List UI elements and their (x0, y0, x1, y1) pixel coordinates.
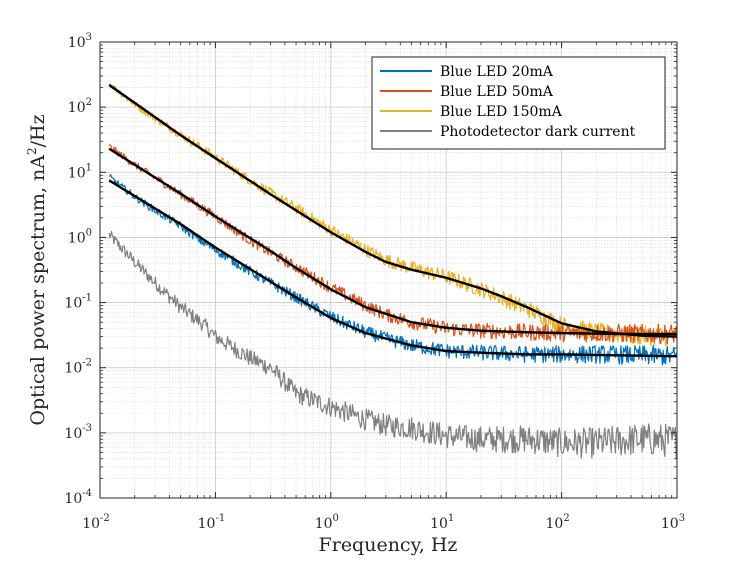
y-tick-label: 103 (68, 32, 92, 51)
y-tick-label: 10-1 (64, 293, 92, 312)
x-tick-label: 101 (430, 513, 454, 532)
y-tick-label: 10-4 (64, 488, 92, 507)
y-axis-title: Optical power spectrum, nA2/Hz (25, 114, 49, 425)
legend-label: Photodetector dark current (440, 124, 636, 140)
fit-line (108, 179, 677, 358)
series-line (108, 174, 677, 366)
legend-label: Blue LED 20mA (440, 64, 554, 80)
y-axis-title-sup: 2 (25, 147, 39, 155)
x-axis-title: Frequency, Hz (319, 534, 458, 556)
y-axis-title-main: Optical power spectrum, nA (27, 155, 49, 426)
y-tick-labels: 10-4 10-3 10-2 10-1 100 101 102 103 (64, 32, 92, 507)
x-tick-label: 103 (661, 513, 685, 532)
fit-line (108, 147, 677, 336)
y-tick-label: 10-2 (64, 358, 92, 377)
y-tick-label: 100 (68, 227, 92, 246)
x-tick-label: 100 (315, 513, 339, 532)
series-line (108, 230, 677, 459)
x-tick-labels: 10-2 10-1 100 101 102 103 (82, 513, 685, 532)
series-layer (108, 83, 677, 459)
fit-line (108, 83, 677, 338)
y-axis-title-suffix: /Hz (27, 114, 49, 147)
y-tick-label: 10-3 (64, 423, 92, 442)
legend-box (371, 56, 666, 150)
y-tick-label: 102 (68, 97, 92, 116)
legend-label: Blue LED 50mA (440, 84, 554, 100)
legend-label: Blue LED 150mA (440, 104, 563, 120)
x-tick-label: 102 (545, 513, 569, 532)
x-tick-label: 10-1 (198, 513, 226, 532)
x-tick-label: 10-2 (82, 513, 110, 532)
tick-marks (99, 41, 678, 499)
y-tick-label: 101 (68, 162, 92, 181)
legend: Blue LED 20mA Blue LED 50mA Blue LED 150mA… (371, 56, 666, 150)
plot-frame (99, 41, 678, 499)
